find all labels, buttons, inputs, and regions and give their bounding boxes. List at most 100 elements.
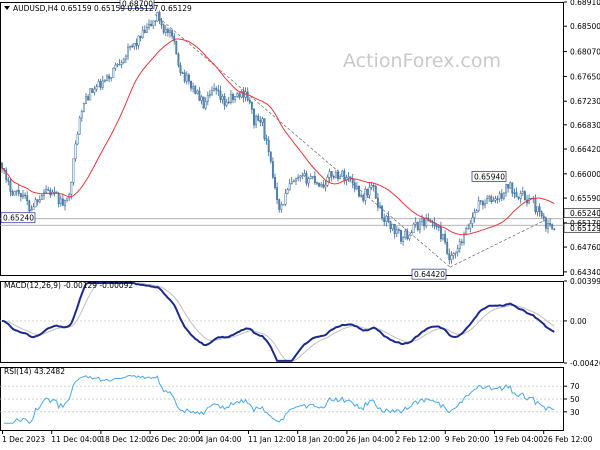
candle-body [498,193,501,200]
candle-body [393,223,396,234]
candle-body [202,96,205,109]
candle-body [328,171,331,178]
candle-body [248,99,251,103]
candle-body [316,182,318,184]
candle-body [517,196,520,199]
price-tick-label: 0.67650 [570,72,600,81]
candle-body [223,96,226,106]
candle-body [515,192,518,198]
candle-body [34,199,37,208]
candle-body [549,223,552,225]
candle-body [446,242,449,254]
candle-body [192,86,195,89]
candle-body [166,29,169,33]
candle-body [5,169,8,180]
candle-body [465,228,468,235]
candle-body [106,75,108,81]
price-candles [1,10,556,265]
moving-average-line [1,38,555,236]
candle-body [292,180,295,183]
macd-header: MACD(12,26,9) -0.00129 -0.00092 [4,281,133,290]
candle-body [24,194,27,197]
symbol-dropdown-icon[interactable] [4,6,10,10]
candle-body [143,29,146,33]
candle-body [502,192,505,199]
panel-frame-1 [0,281,564,363]
candle-body [116,64,119,66]
candle-body [57,193,60,205]
candle-body [19,193,22,197]
time-tick-label: 4 Jan 04:00 [199,435,242,444]
candle-body [269,151,272,162]
candle-body [236,93,239,97]
candle-body [36,199,39,203]
candle-body [133,43,136,47]
candle-body [112,68,115,78]
macd-tick-label: 0.00 [570,317,587,326]
candle-body [467,228,470,230]
candle-body [496,198,499,200]
candle-body [551,224,554,230]
candle-body [194,86,197,94]
candle-body [78,117,81,135]
candle-body [59,198,62,205]
candle-body [523,191,526,201]
candle-body [400,229,402,242]
trendlines [154,14,549,268]
candle-body [448,253,451,261]
macd-tick-label: -0.004206 [570,359,600,368]
trendline [449,218,549,268]
candle-body [439,226,442,240]
candle-body [387,215,390,222]
candle-body [458,241,461,249]
candle-body [460,241,463,243]
candle-body [301,175,304,177]
candle-body [225,101,228,106]
candle-body [227,101,230,104]
candle-body [488,196,491,199]
candle-body [547,223,549,229]
candle-body [416,222,419,230]
candle-body [221,96,224,100]
time-tick-label: 26 Dec 20:00 [150,435,201,444]
price-tick-label: 0.64760 [570,243,600,252]
candle-body [85,96,87,104]
candle-body [330,171,333,177]
candle-body [198,90,201,101]
candle-body [509,182,512,189]
candle-body [246,91,249,101]
time-tick-label: 19 Feb 04:00 [494,435,543,444]
candle-body [471,217,474,224]
candle-body [494,198,497,201]
candle-body [370,185,373,188]
candle-body [513,192,516,194]
candle-body [219,90,222,100]
candle-body [397,229,400,231]
candle-body [208,93,211,96]
candle-body [74,143,77,160]
candle-body [286,189,289,194]
annotation-label: 0.65240 [3,214,34,223]
candle-body [479,200,482,202]
candle-body [7,179,10,182]
time-tick-label: 26 Jan 04:00 [346,435,394,444]
candle-body [442,234,444,240]
candle-body [276,187,279,200]
candle-body [456,248,459,253]
candle-body [282,204,285,206]
candle-body [15,189,18,192]
candle-body [158,12,161,22]
candle-body [32,206,35,210]
candle-body [534,197,537,212]
price-tick-label: 0.65590 [570,194,600,203]
candle-body [410,232,413,236]
annotation-label: 0.64420 [414,270,445,279]
candle-body [521,191,524,194]
candle-body [187,74,190,82]
candle-body [110,77,113,79]
candle-body [240,91,243,98]
candle-body [175,40,178,55]
candle-body [372,185,375,187]
price-tick-label: 0.68910 [570,0,600,7]
